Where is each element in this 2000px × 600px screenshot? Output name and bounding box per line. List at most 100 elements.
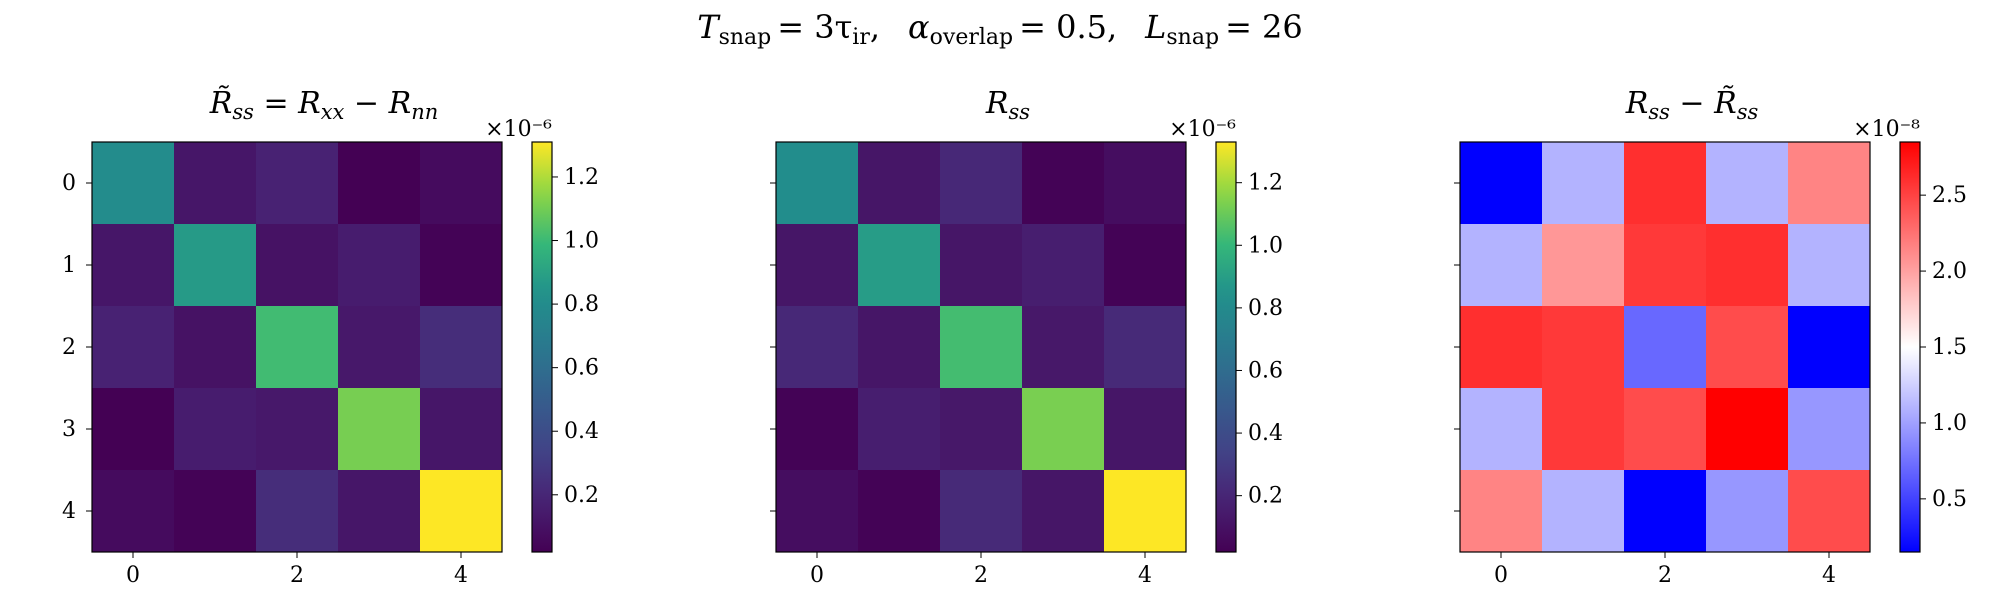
colorbar-1-tick-label-5: 1.2 (564, 165, 599, 190)
heatmap-2-cell-0-0 (776, 142, 859, 225)
heatmap-2-cell-1-0 (776, 224, 859, 307)
heatmap-2-cell-0-4 (1104, 142, 1187, 225)
panel-1-title-post: − R (344, 86, 411, 121)
colorbar-3-tick-label-4: 2.5 (1932, 183, 1967, 208)
heatmap-2-cell-4-0 (776, 470, 859, 553)
heatmap-2-cell-3-4 (1104, 388, 1187, 471)
colorbar-2-tick-label-0: 0.2 (1248, 484, 1283, 509)
heatmap-1-cell-0-0 (92, 142, 175, 225)
heatmap-1-ytick-label-4: 4 (62, 499, 76, 524)
panel-3-title-mid: − R̃ (1670, 86, 1737, 121)
heatmap-3-cell-2-4 (1788, 306, 1871, 389)
suptitle-t-symbol: T (697, 8, 721, 46)
colorbar-1-tick-label-3: 0.8 (564, 292, 599, 317)
heatmap-1-cell-0-4 (420, 142, 503, 225)
heatmap-3-cell-1-1 (1542, 224, 1625, 307)
heatmap-3-cell-3-4 (1788, 388, 1871, 471)
heatmap-2-xtick-label-4: 4 (1138, 563, 1152, 588)
panel-3-title: Rss − R̃ss (1625, 86, 1759, 124)
figure-suptitle: Tsnap = 3τir, αoverlap = 0.5, Lsnap = 26 (697, 8, 1303, 50)
heatmap-3-cell-3-0 (1460, 388, 1543, 471)
heatmap-2-cell-2-3 (1022, 306, 1105, 389)
suptitle-l-value: = 26 (1225, 8, 1303, 46)
colorbar-3-tick-label-1: 1.0 (1932, 411, 1967, 436)
heatmap-1-cell-4-4 (420, 470, 503, 553)
heatmap-1-cell-2-0 (92, 306, 175, 389)
heatmap-2-cell-0-1 (858, 142, 941, 225)
panel-3-title-pre: R (1625, 86, 1649, 121)
heatmap-1-cell-2-1 (174, 306, 257, 389)
panel-1-title-mid-sub: xx (321, 100, 345, 124)
heatmap-3-cell-1-2 (1624, 224, 1707, 307)
heatmap-panel-2: 0 2 4 0.2 0.4 0.6 0.8 1.0 1.2 ×10⁻⁶ (770, 117, 1283, 588)
heatmap-1-cell-0-3 (338, 142, 421, 225)
heatmap-2-cell-2-2 (940, 306, 1023, 389)
heatmap-1-cell-2-4 (420, 306, 503, 389)
heatmap-panel-1: 0 2 4 0 1 2 3 4 0.2 0.4 0.6 0.8 1.0 1.2 ×10⁻⁶ (62, 117, 599, 588)
heatmap-3-cell-0-1 (1542, 142, 1625, 225)
colorbar-1-tick-label-2: 0.6 (564, 356, 599, 381)
suptitle-t-value-sub: ir (852, 25, 870, 50)
heatmap-1-cell-3-2 (256, 388, 339, 471)
heatmap-1-cell-2-3 (338, 306, 421, 389)
heatmap-1-cell-1-0 (92, 224, 175, 307)
colorbar-2-tick-label-5: 1.2 (1248, 171, 1283, 196)
heatmap-1-cell-4-3 (338, 470, 421, 553)
colorbar-1-offset: ×10⁻⁶ (485, 117, 552, 142)
heatmap-3-cell-0-4 (1788, 142, 1871, 225)
heatmap-1-cell-4-0 (92, 470, 175, 553)
heatmap-2-cell-2-0 (776, 306, 859, 389)
colorbar-1-tick-label-4: 1.0 (564, 229, 599, 254)
colorbar-1-tick-label-1: 0.4 (564, 419, 599, 444)
heatmap-2-cell-0-2 (940, 142, 1023, 225)
heatmap-3-cell-4-3 (1706, 470, 1789, 553)
heatmap-2-cell-2-4 (1104, 306, 1187, 389)
heatmap-2-cell-0-3 (1022, 142, 1105, 225)
heatmap-1-cell-4-1 (174, 470, 257, 553)
heatmap-2-cell-3-1 (858, 388, 941, 471)
heatmap-1-ytick-label-1: 1 (62, 253, 76, 278)
panel-1-title-post-sub: nn (411, 100, 438, 124)
heatmap-1-cell-1-2 (256, 224, 339, 307)
panel-3-title-mid-sub: ss (1737, 100, 1759, 124)
heatmap-3-xtick-label-0: 0 (1494, 563, 1508, 588)
heatmap-1-xtick-label-2: 2 (290, 563, 304, 588)
colorbar-1-frame (531, 141, 553, 553)
heatmap-2-cell-3-0 (776, 388, 859, 471)
suptitle-alpha-sub: overlap (930, 25, 1013, 50)
heatmap-2-cell-4-3 (1022, 470, 1105, 553)
heatmap-3-cell-4-2 (1624, 470, 1707, 553)
panel-2-title-pre: R (985, 86, 1009, 121)
heatmap-3-cell-1-0 (1460, 224, 1543, 307)
colorbar-3-offset: ×10⁻⁸ (1853, 117, 1920, 142)
colorbar-1-tick-label-0: 0.2 (564, 483, 599, 508)
heatmap-3-cell-0-3 (1706, 142, 1789, 225)
heatmap-3-xtick-label-4: 4 (1822, 563, 1836, 588)
heatmap-2-cell-4-4 (1104, 470, 1187, 553)
heatmap-1-cell-1-3 (338, 224, 421, 307)
panel-2-title-pre-sub: ss (1009, 100, 1031, 124)
heatmap-2-cell-3-2 (940, 388, 1023, 471)
colorbar-2-tick-label-3: 0.8 (1248, 296, 1283, 321)
panel-1-title-pre: R̃ (209, 86, 233, 121)
heatmap-2-cell-1-3 (1022, 224, 1105, 307)
heatmap-1-cell-3-3 (338, 388, 421, 471)
heatmap-2-cell-4-2 (940, 470, 1023, 553)
colorbar-1 (532, 142, 552, 552)
heatmap-2-cell-2-1 (858, 306, 941, 389)
suptitle-alpha-symbol: α (908, 8, 930, 46)
heatmap-1-cell-0-1 (174, 142, 257, 225)
suptitle-alpha-value: = 0.5, (1019, 8, 1117, 46)
colorbar-3 (1900, 142, 1920, 552)
panel-1-title-pre-sub: ss (232, 100, 254, 124)
panel-1-title-mid: = R (254, 86, 321, 121)
colorbar-3-tick-label-2: 1.5 (1932, 335, 1967, 360)
heatmap-2-cell-1-1 (858, 224, 941, 307)
heatmap-1-xtick-label-0: 0 (126, 563, 140, 588)
suptitle-t-value: = 3τ (777, 8, 852, 46)
heatmap-3-cell-0-0 (1460, 142, 1543, 225)
suptitle-l-symbol: L (1144, 8, 1166, 46)
panel-1-title: R̃ss = Rxx − Rnn (209, 86, 439, 124)
heatmap-3-cell-0-2 (1624, 142, 1707, 225)
